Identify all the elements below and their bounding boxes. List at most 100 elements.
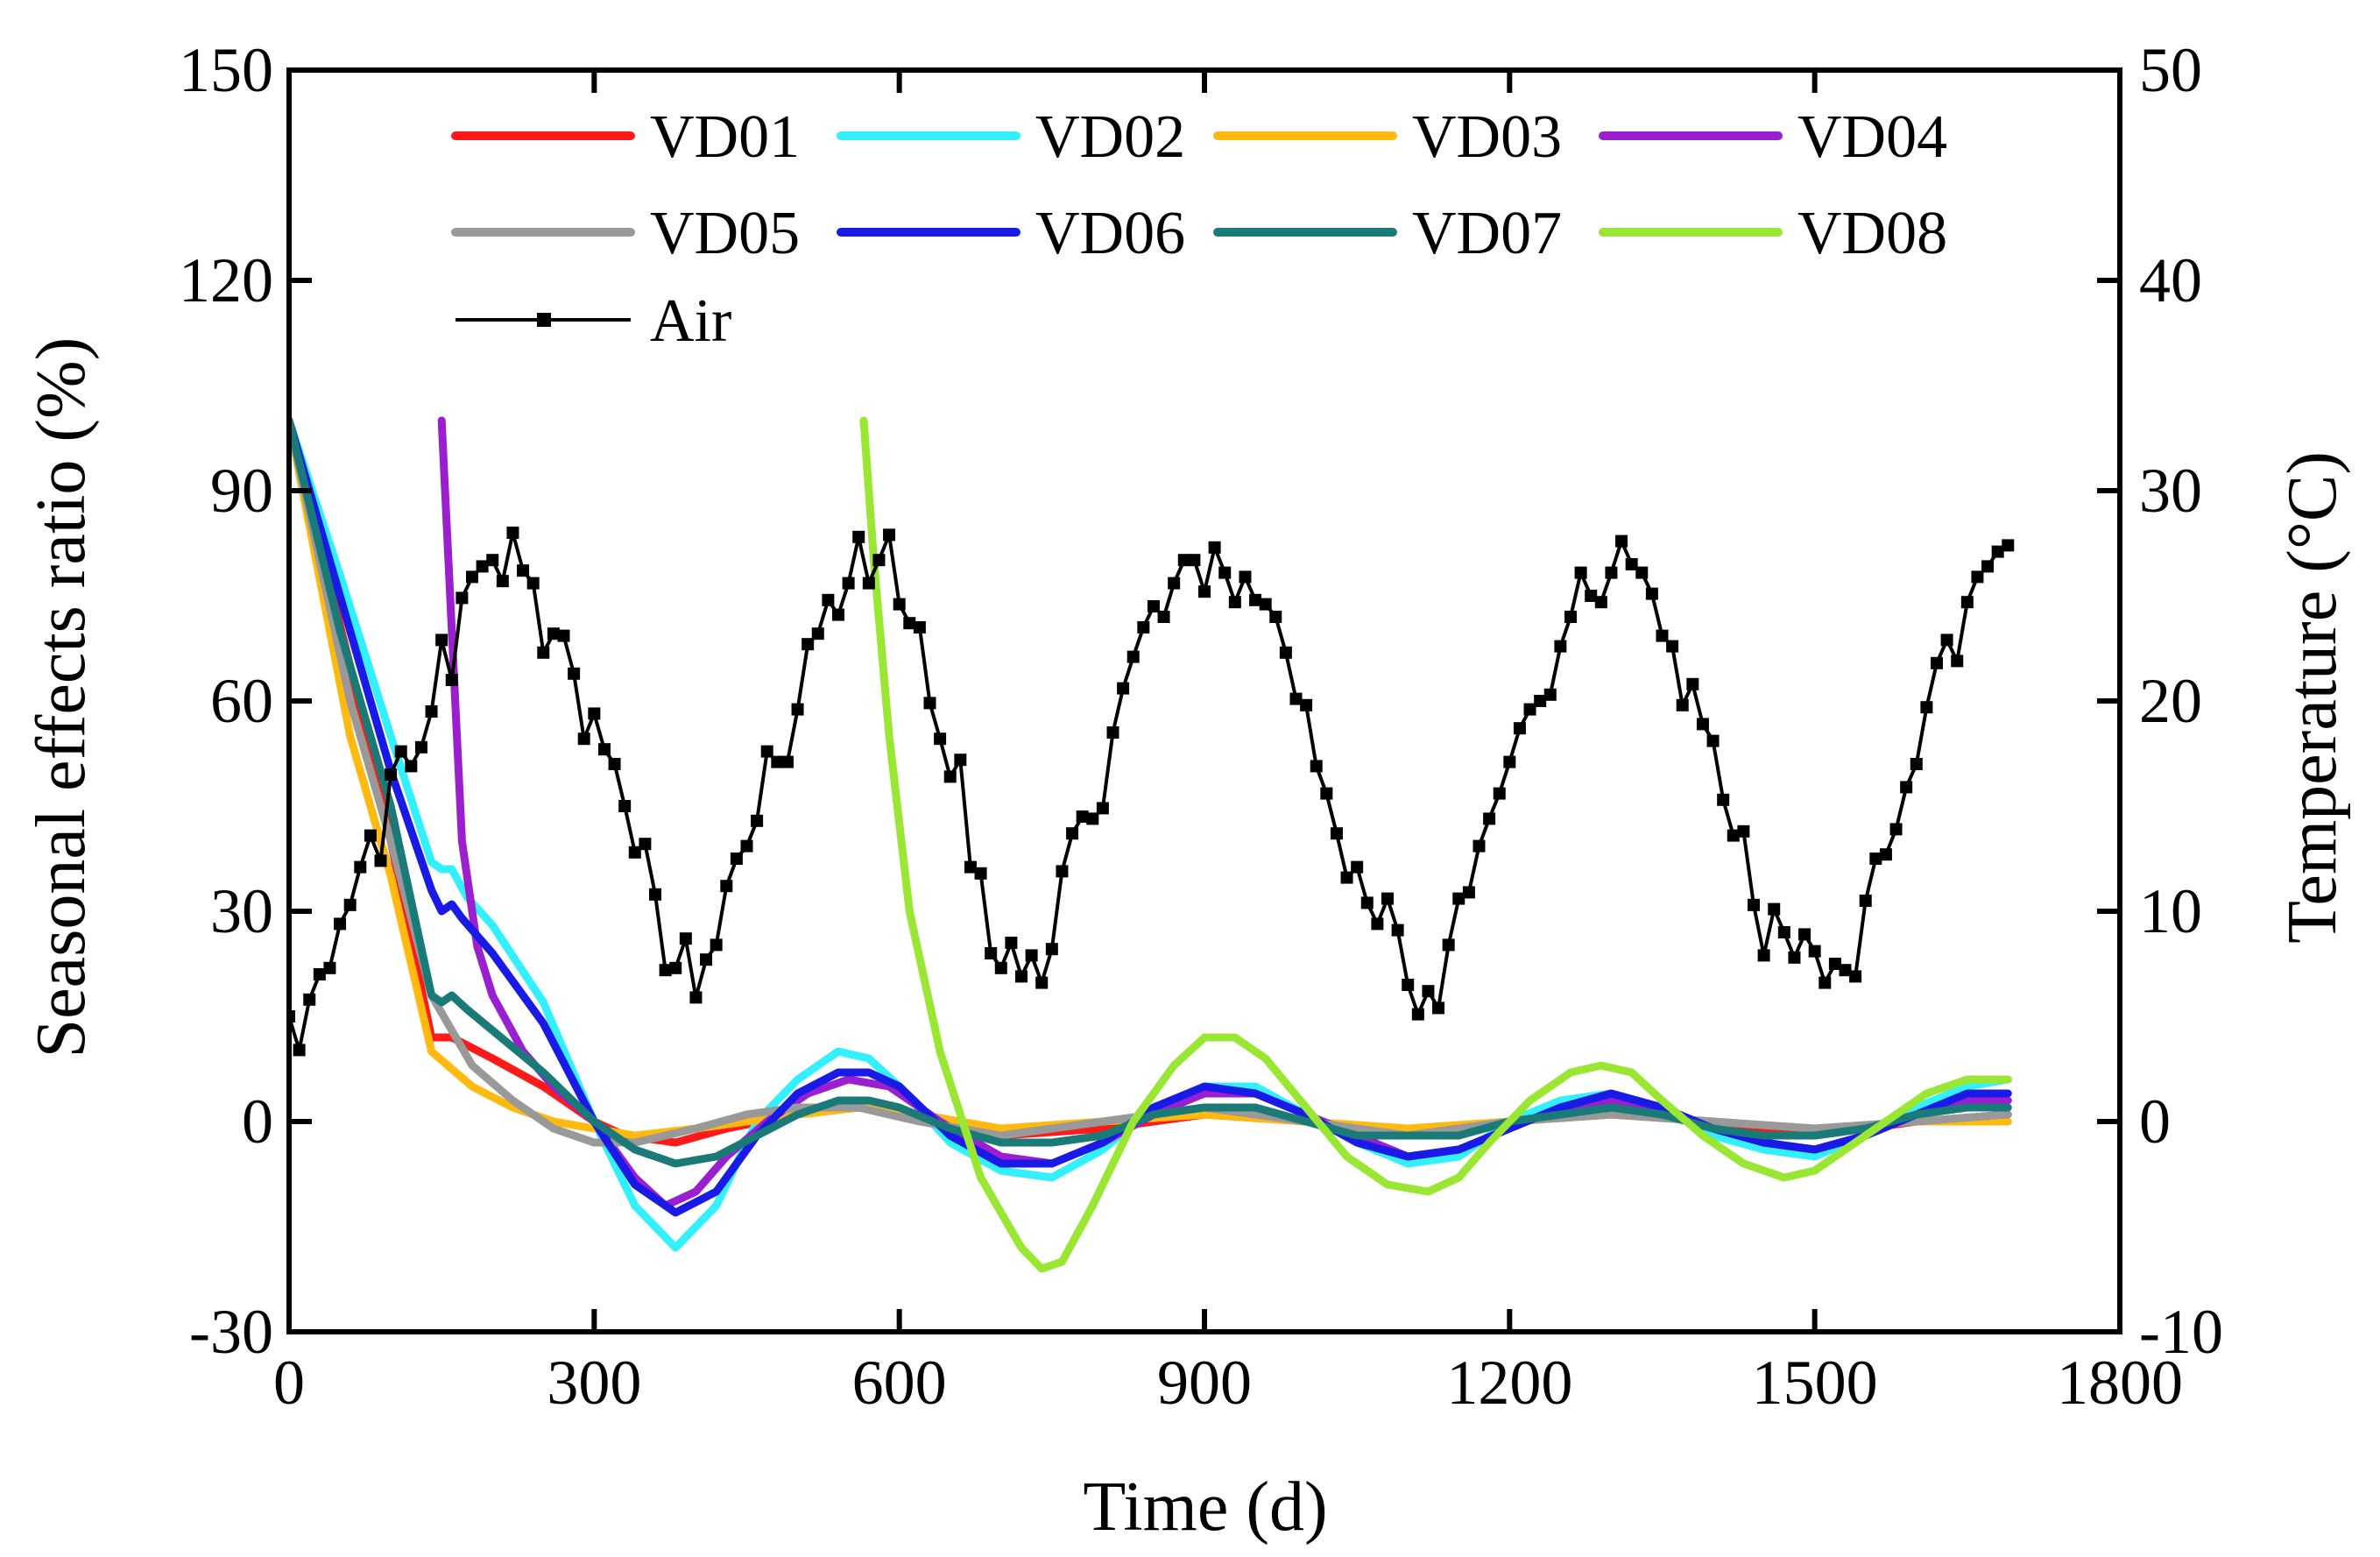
legend-item-vd01: VD01 [451, 103, 800, 171]
series-air-point [1808, 945, 1821, 958]
series-air-point [893, 598, 906, 611]
series-air-point [1585, 590, 1598, 602]
series-air-point [1279, 646, 1292, 659]
series-air-point [1951, 655, 1964, 668]
series-air-point [862, 577, 875, 590]
series-air-point [649, 888, 661, 901]
series-air-point [1289, 692, 1303, 705]
series-air-point [842, 577, 855, 590]
series-air-point [832, 608, 844, 621]
x-tick-label: 300 [547, 1348, 641, 1418]
series-air-point [1931, 656, 1943, 669]
series-air-point [1137, 621, 1150, 633]
series-air-point [506, 527, 519, 539]
series-air-point [1249, 593, 1262, 606]
x-tick-label: 1500 [1752, 1348, 1878, 1418]
series-air-point [669, 961, 682, 974]
series-air-point [1798, 928, 1811, 941]
series-air-point [597, 743, 611, 756]
series-air-point [1869, 853, 1882, 865]
legend-label-vd06: VD06 [1035, 200, 1185, 267]
legend-item-vd02: VD02 [837, 103, 1185, 171]
series-air-point [659, 964, 672, 977]
series-air-point [1493, 787, 1506, 800]
series-air-point [811, 627, 824, 640]
series-air-point [557, 629, 570, 642]
series-air-point [1259, 598, 1272, 611]
series-air-point [334, 917, 347, 931]
series-air-point [445, 674, 458, 686]
series-air-point [354, 860, 367, 874]
series-air-point [1534, 695, 1547, 707]
series-air-point [1168, 577, 1181, 590]
series-air-point [1605, 566, 1618, 579]
series-air-point [1371, 917, 1384, 931]
series-air-point [1422, 985, 1435, 998]
series-air-point [1218, 566, 1232, 579]
series-air-point [1656, 629, 1669, 642]
series-air-point [1472, 839, 1486, 853]
series-air-point [1879, 848, 1892, 861]
legend-marker-air [537, 313, 551, 327]
series-air-point [1239, 570, 1252, 584]
series-air-point [679, 932, 692, 945]
series-air-point [1757, 949, 1770, 962]
series-air-point [689, 991, 703, 1004]
legend-item-vd03: VD03 [1213, 103, 1562, 171]
y-left-tick-label: 0 [242, 1086, 273, 1157]
series-air-point [1076, 810, 1089, 823]
legend-label-vd04: VD04 [1797, 103, 1947, 171]
y-left-tick-label: 60 [210, 666, 273, 736]
legend: VD01 VD02 VD03 VD04 VD05 VD06 VD07 VD08 Air [451, 103, 1947, 355]
series-air-point [751, 814, 764, 827]
series-air-point [1513, 722, 1526, 735]
series-air-point [323, 961, 336, 974]
legend-item-vd08: VD08 [1599, 200, 1947, 267]
y-left-tick-label: 30 [210, 876, 273, 946]
series-air-point [1788, 951, 1801, 964]
series-air-point [1543, 688, 1557, 701]
series-air-point [1574, 566, 1587, 579]
series-air-point [903, 617, 916, 630]
x-axis-title: Time (d) [1083, 1469, 1327, 1546]
series-air-point [1056, 865, 1069, 878]
legend-label-vd02: VD02 [1035, 103, 1185, 171]
series-air-point [1625, 558, 1638, 570]
series-air-point [303, 993, 316, 1006]
series-air-point [547, 627, 560, 640]
legend-label-air: Air [650, 287, 731, 355]
series-air-point [822, 593, 835, 606]
series-air-point [802, 638, 815, 651]
series-air-point [414, 740, 427, 754]
series-air-point [710, 938, 723, 952]
series-vd08-line [859, 416, 2012, 1273]
series-air-point [1025, 949, 1038, 962]
series-air-point [1960, 596, 1974, 609]
y-axis-left-title: Seasonal effects ratio (%) [23, 337, 100, 1058]
series-air-point [588, 707, 601, 720]
series-air-point [954, 754, 967, 767]
series-air-point [343, 898, 357, 911]
series-air-point [1300, 698, 1313, 711]
series-air-point [974, 867, 987, 880]
series-air-point [1676, 698, 1689, 711]
series-air-point [1330, 827, 1343, 840]
series-air-point [1147, 600, 1160, 612]
series-air-point [456, 591, 469, 605]
series-air-point [760, 745, 773, 758]
y-right-tick-label: 10 [2139, 876, 2202, 946]
series-air-point [466, 570, 478, 584]
series-air-point [289, 1010, 295, 1023]
legend-item-air: Air [456, 287, 731, 355]
series-air-point [639, 838, 652, 851]
series-air-point [1920, 701, 1933, 714]
series-air-point [313, 968, 326, 980]
series-air-point [771, 755, 784, 768]
series-air-point [1828, 958, 1841, 970]
series-air-point [1981, 560, 1995, 573]
series-air-point [364, 829, 377, 842]
series-air-point [1391, 924, 1404, 937]
series-air-point [1188, 554, 1201, 567]
series-air-point [994, 961, 1007, 974]
series-air-point [1402, 979, 1415, 991]
